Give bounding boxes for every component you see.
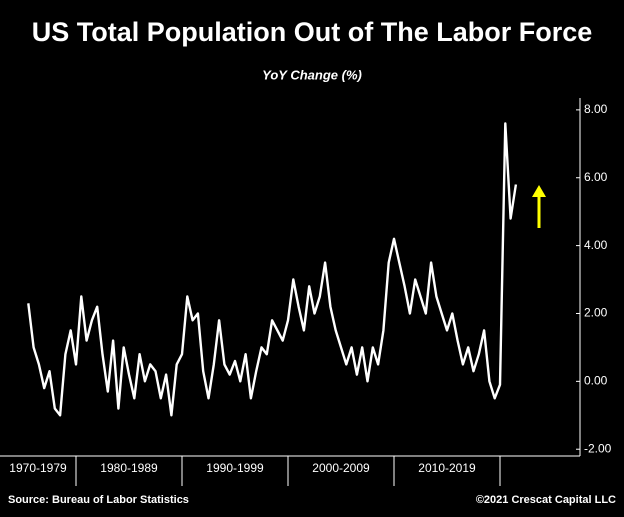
y-tick-label: 0.00: [584, 374, 608, 388]
x-tick-label: 2010-2019: [418, 461, 476, 475]
x-tick-label: 1990-1999: [206, 461, 264, 475]
x-tick-label: 1970-1979: [9, 461, 67, 475]
data-line: [27, 122, 518, 417]
credit: ©2021 Crescat Capital LLC: [476, 494, 616, 506]
arrow: [532, 185, 546, 228]
y-tick-label: 2.00: [584, 306, 608, 320]
y-tick-label: 8.00: [584, 102, 608, 116]
y-tick-label: 6.00: [584, 170, 608, 184]
source: Source: Bureau of Labor Statistics: [8, 494, 189, 506]
y-tick-label: 4.00: [584, 238, 608, 252]
chart-subtitle: YoY Change (%): [262, 67, 362, 82]
x-tick-label: 1980-1989: [100, 461, 158, 475]
x-tick-label: 2000-2009: [312, 461, 370, 475]
chart-title: US Total Population Out of The Labor For…: [32, 17, 593, 47]
y-tick-label: -2.00: [584, 441, 612, 455]
